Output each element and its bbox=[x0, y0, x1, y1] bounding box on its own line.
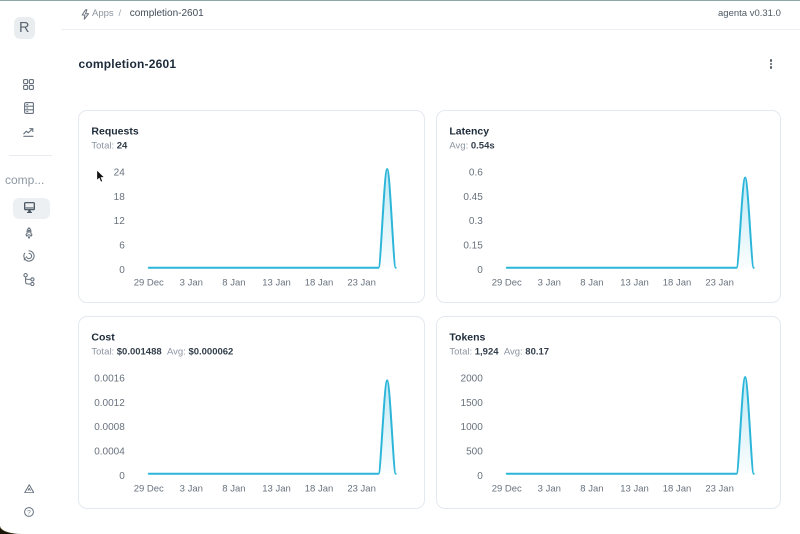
svg-text:Requests: Requests bbox=[91, 125, 138, 137]
svg-text:Cost: Cost bbox=[91, 331, 115, 343]
svg-text:3 Jan: 3 Jan bbox=[538, 484, 561, 495]
svg-text:0.0008: 0.0008 bbox=[94, 422, 125, 433]
svg-text:13 Jan: 13 Jan bbox=[620, 484, 649, 495]
svg-text:1000: 1000 bbox=[461, 422, 484, 433]
svg-text:18: 18 bbox=[114, 192, 126, 203]
svg-text:Total: 1,924 Avg: 80.17: Total: 1,924 Avg: 80.17 bbox=[449, 347, 554, 358]
svg-text:13 Jan: 13 Jan bbox=[262, 278, 291, 289]
svg-text:13 Jan: 13 Jan bbox=[620, 278, 649, 289]
svg-text:12: 12 bbox=[114, 216, 126, 227]
svg-text:0.15: 0.15 bbox=[463, 241, 483, 252]
svg-text:29 Dec: 29 Dec bbox=[134, 278, 164, 289]
svg-text:18 Jan: 18 Jan bbox=[305, 484, 334, 495]
svg-text:23 Jan: 23 Jan bbox=[705, 278, 734, 289]
svg-text:0.0004: 0.0004 bbox=[94, 447, 125, 458]
svg-text:0.3: 0.3 bbox=[469, 216, 483, 227]
svg-text:Tokens: Tokens bbox=[449, 331, 485, 343]
svg-text:18 Jan: 18 Jan bbox=[663, 278, 692, 289]
svg-text:13 Jan: 13 Jan bbox=[262, 484, 291, 495]
svg-text:0.6: 0.6 bbox=[469, 167, 483, 178]
svg-text:0.45: 0.45 bbox=[463, 192, 483, 203]
svg-text:23 Jan: 23 Jan bbox=[705, 484, 734, 495]
svg-text:8 Jan: 8 Jan bbox=[222, 278, 245, 289]
svg-text:Total: $0.001488 Avg: $0.0000: Total: $0.001488 Avg: $0.000062 bbox=[91, 347, 238, 358]
svg-text:0: 0 bbox=[477, 265, 483, 276]
svg-text:8 Jan: 8 Jan bbox=[580, 278, 603, 289]
svg-text:29 Dec: 29 Dec bbox=[492, 484, 522, 495]
svg-text:24: 24 bbox=[114, 167, 126, 178]
svg-text:1500: 1500 bbox=[461, 398, 484, 409]
svg-text:8 Jan: 8 Jan bbox=[580, 484, 603, 495]
svg-text:Avg: 0.54s: Avg: 0.54s bbox=[449, 141, 500, 152]
svg-text:3 Jan: 3 Jan bbox=[538, 278, 561, 289]
svg-text:Total: 24: Total: 24 bbox=[91, 141, 132, 152]
svg-text:0.0012: 0.0012 bbox=[94, 398, 125, 409]
svg-text:18 Jan: 18 Jan bbox=[305, 278, 334, 289]
svg-text:0: 0 bbox=[119, 471, 125, 482]
svg-text:29 Dec: 29 Dec bbox=[492, 278, 522, 289]
svg-text:29 Dec: 29 Dec bbox=[134, 484, 164, 495]
svg-text:8 Jan: 8 Jan bbox=[222, 484, 245, 495]
svg-text:Latency: Latency bbox=[449, 125, 489, 137]
svg-text:0: 0 bbox=[119, 265, 125, 276]
svg-text:?: ? bbox=[27, 509, 31, 516]
svg-text:3 Jan: 3 Jan bbox=[180, 484, 203, 495]
svg-text:0: 0 bbox=[477, 471, 483, 482]
svg-text:2000: 2000 bbox=[461, 373, 484, 384]
svg-text:500: 500 bbox=[466, 447, 483, 458]
svg-text:3 Jan: 3 Jan bbox=[180, 278, 203, 289]
svg-text:18 Jan: 18 Jan bbox=[663, 484, 692, 495]
svg-text:23 Jan: 23 Jan bbox=[347, 484, 376, 495]
svg-text:0.0016: 0.0016 bbox=[94, 373, 125, 384]
svg-text:23 Jan: 23 Jan bbox=[347, 278, 376, 289]
svg-text:6: 6 bbox=[119, 241, 125, 252]
